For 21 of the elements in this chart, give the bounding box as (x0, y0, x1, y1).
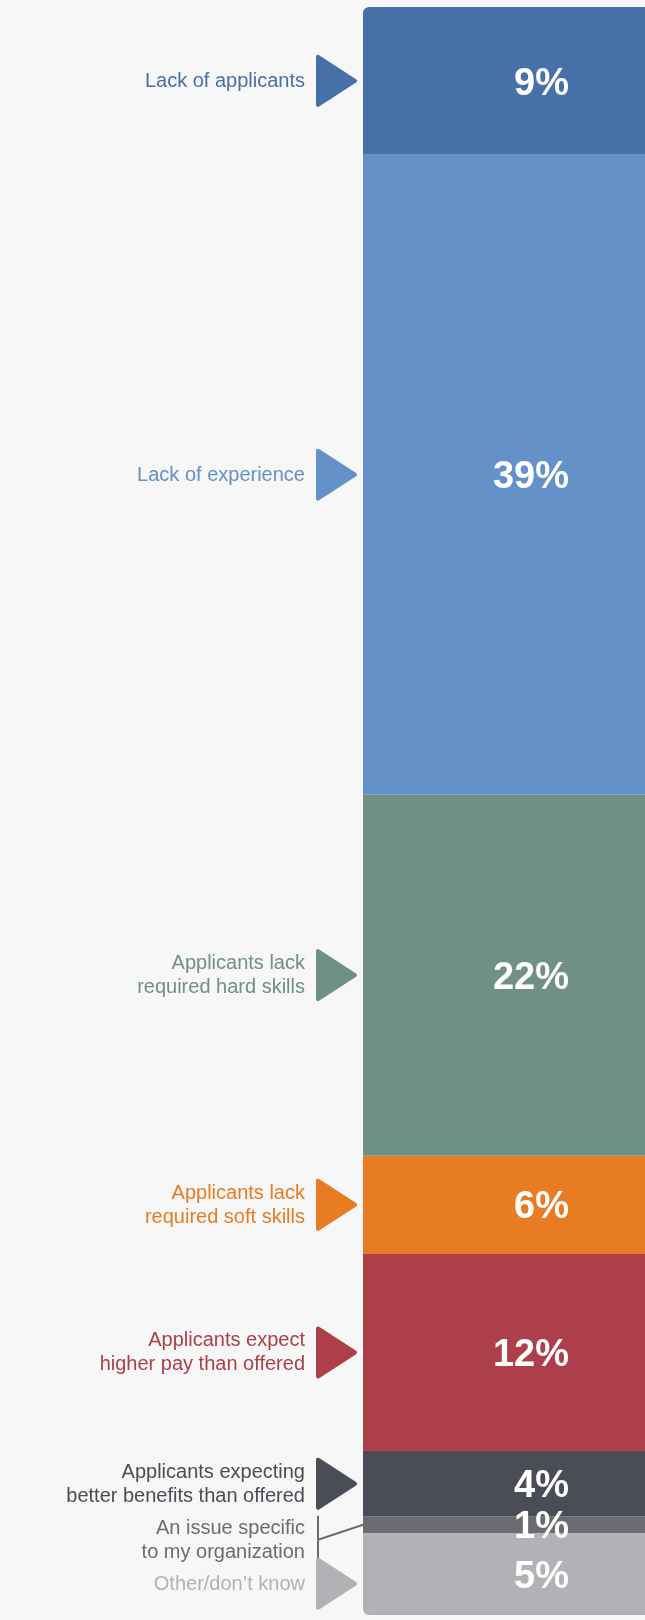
bar (363, 7, 645, 155)
data-label: 6% (514, 1184, 569, 1227)
data-label: 39% (492, 454, 569, 497)
legend-label: An issue specific to my organization (141, 1515, 305, 1562)
legend-label: Applicants expect higher pay than offered (99, 1328, 306, 1375)
data-label: 12% (492, 1332, 569, 1375)
legend-label: Applicants lack required hard skills (137, 951, 306, 998)
data-label: 22% (492, 954, 569, 997)
legend-label: Applicants expecting better benefits than offered (66, 1459, 305, 1506)
data-label: 5% (514, 1553, 569, 1596)
data-label: 9% (514, 60, 569, 103)
legend-label: Other/don’t know (153, 1571, 306, 1594)
data-label: 4% (514, 1463, 569, 1506)
bar (363, 1155, 645, 1255)
legend-label: Lack of experience (137, 462, 305, 485)
legend-label: Lack of applicants (144, 68, 305, 91)
legend-label: Applicants lack required soft skills (144, 1180, 306, 1227)
data-label: 1% (514, 1504, 569, 1547)
bar (363, 1254, 645, 1451)
bar (363, 794, 645, 1156)
bar (363, 154, 645, 795)
